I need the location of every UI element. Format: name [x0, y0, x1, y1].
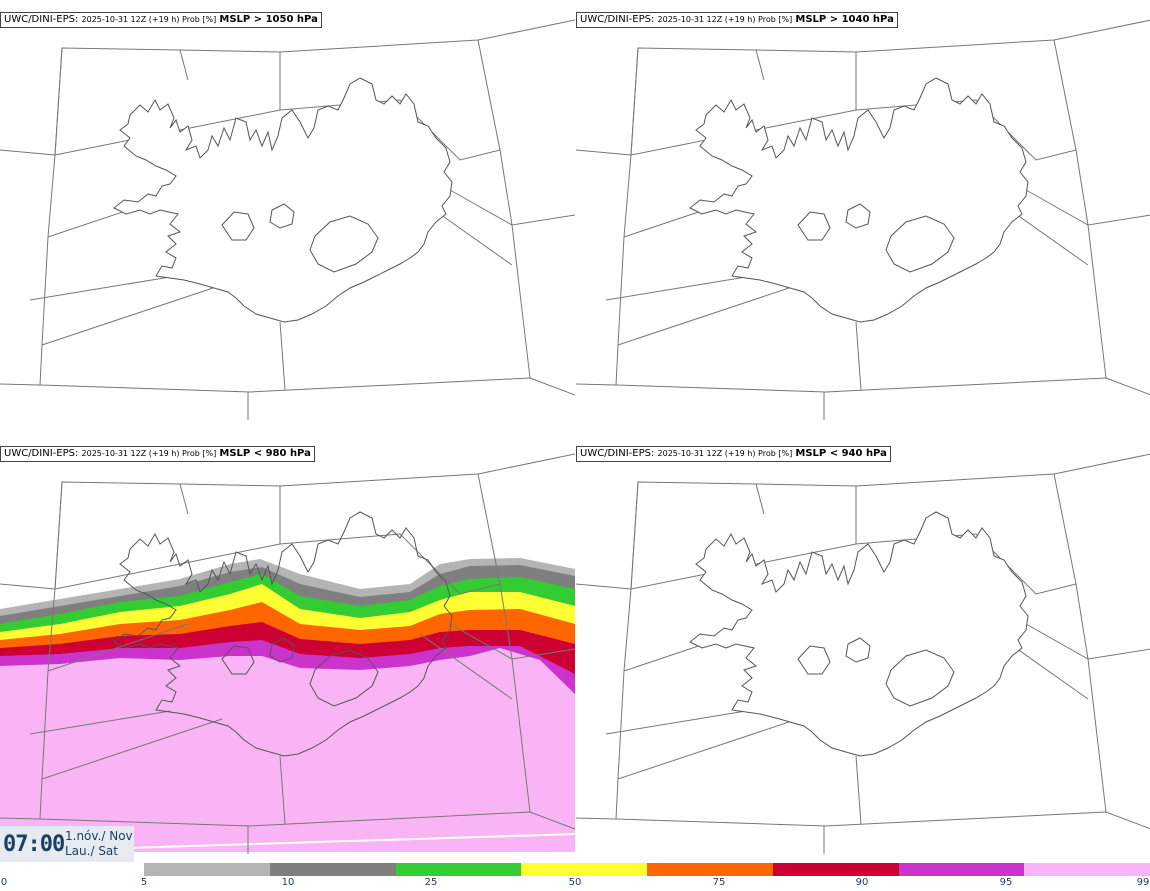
model-name: UWC/DINI-EPS [4, 448, 75, 459]
colorbar-segment-75-90 [647, 863, 773, 876]
prob-band-99 [0, 648, 575, 852]
model-name: UWC/DINI-EPS [580, 448, 651, 459]
panel-title: UWC/DINI-EPS: 2025-10-31 12Z (+19 h) Pro… [576, 12, 898, 28]
map-panel-top-right: UWC/DINI-EPS: 2025-10-31 12Z (+19 h) Pro… [576, 0, 1150, 432]
model-name: UWC/DINI-EPS [580, 14, 651, 25]
map-canvas [576, 19, 1150, 421]
panel-title: UWC/DINI-EPS: 2025-10-31 12Z (+19 h) Pro… [576, 446, 891, 462]
colorbar-tick-label: 75 [712, 877, 726, 888]
panel-title: UWC/DINI-EPS: 2025-10-31 12Z (+19 h) Pro… [0, 446, 315, 462]
colorbar [144, 863, 1150, 876]
colorbar-segment-90-95 [772, 863, 899, 876]
valid-date-line-2: Lau./ Sat [65, 844, 118, 858]
valid-date-line-1: 1.nóv./ Nov [65, 829, 133, 843]
map-canvas [0, 19, 575, 421]
valid-time: 07:00 [3, 832, 65, 857]
map-panel-bottom-left: UWC/DINI-EPS: 2025-10-31 12Z (+19 h) Pro… [0, 434, 575, 866]
colorbar-segment-5-10 [144, 863, 270, 876]
run-info: 2025-10-31 12Z (+19 h) Prob [%] [81, 449, 217, 458]
threshold-label: MSLP > 1050 hPa [219, 14, 318, 25]
map-panel-top-left: UWC/DINI-EPS: 2025-10-31 12Z (+19 h) Pro… [0, 0, 575, 432]
run-info: 2025-10-31 12Z (+19 h) Prob [%] [81, 15, 217, 24]
model-name: UWC/DINI-EPS [4, 14, 75, 25]
map-canvas [576, 453, 1150, 855]
panel-title: UWC/DINI-EPS: 2025-10-31 12Z (+19 h) Pro… [0, 12, 322, 28]
colorbar-tick-label: 0 [0, 877, 8, 888]
colorbar-tick-label: 50 [568, 877, 582, 888]
map-canvas [0, 453, 575, 866]
colorbar-tick-label: 99 [1136, 877, 1150, 888]
threshold-label: MSLP < 940 hPa [795, 448, 887, 459]
colorbar-tick-label: 25 [424, 877, 438, 888]
colorbar-segment-95-99 [898, 863, 1025, 876]
colorbar-segment-99-100 [1024, 863, 1150, 876]
colorbar-segment-25-50 [395, 863, 522, 876]
valid-time-box: 07:00 1.nóv./ Nov Lau./ Sat [0, 826, 134, 862]
run-info: 2025-10-31 12Z (+19 h) Prob [%] [657, 15, 793, 24]
threshold-label: MSLP < 980 hPa [219, 448, 311, 459]
colorbar-tick-label: 5 [140, 877, 148, 888]
threshold-label: MSLP > 1040 hPa [795, 14, 894, 25]
probability-field [0, 558, 575, 852]
colorbar-segment-50-75 [521, 863, 647, 876]
colorbar-tick-label: 10 [281, 877, 295, 888]
colorbar-tick-label: 90 [855, 877, 869, 888]
run-info: 2025-10-31 12Z (+19 h) Prob [%] [657, 449, 793, 458]
colorbar-segment-10-25 [269, 863, 396, 876]
map-panel-bottom-right: UWC/DINI-EPS: 2025-10-31 12Z (+19 h) Pro… [576, 434, 1150, 866]
colorbar-tick-label: 95 [999, 877, 1013, 888]
